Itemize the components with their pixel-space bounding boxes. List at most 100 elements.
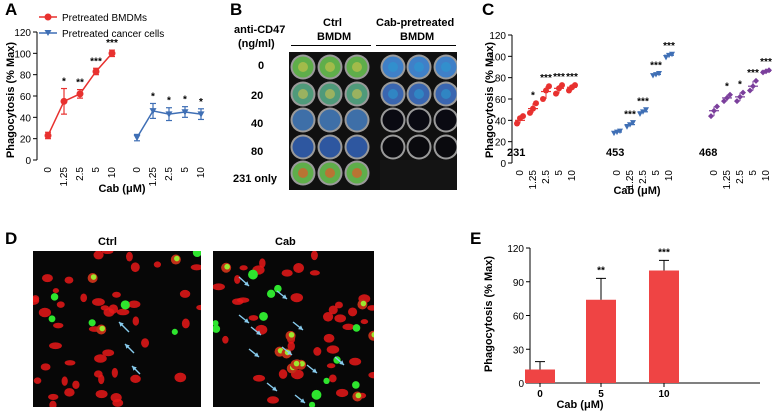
red-cell bbox=[49, 400, 57, 407]
chart-c-point bbox=[737, 93, 743, 100]
red-cell bbox=[367, 305, 374, 311]
engulfed-cancer-cell bbox=[224, 263, 230, 270]
chart-c-x-tick-label: 5 bbox=[554, 170, 565, 176]
chart-a-y-tick-label: 0 bbox=[25, 156, 31, 167]
red-cell bbox=[196, 304, 201, 311]
green-cell bbox=[120, 300, 130, 310]
chart-c-point bbox=[624, 124, 630, 130]
micrograph-title-cab: Cab bbox=[275, 236, 296, 248]
red-cell bbox=[323, 333, 335, 343]
chart-a-x-tick-label: 2.5 bbox=[164, 167, 175, 181]
engulfed-cancer-cell bbox=[299, 360, 305, 367]
chart-c-sig-label: *** bbox=[650, 60, 662, 71]
engulfed-cancer-cell bbox=[90, 274, 97, 280]
green-cell bbox=[50, 293, 59, 301]
red-cell bbox=[293, 263, 304, 273]
red-cell bbox=[64, 388, 75, 397]
green-cell bbox=[88, 319, 96, 327]
chart-c-point bbox=[656, 71, 662, 77]
chart-a-point bbox=[197, 111, 205, 118]
red-cell bbox=[232, 298, 244, 305]
chart-a-x-tick-label: 1.25 bbox=[148, 167, 159, 187]
arrow-head bbox=[119, 322, 124, 327]
well bbox=[382, 136, 404, 158]
chart-c-point bbox=[533, 100, 539, 107]
arrow-head bbox=[298, 325, 303, 330]
red-cell bbox=[93, 251, 104, 260]
well bbox=[292, 136, 314, 158]
panel-letter-d: D bbox=[5, 229, 18, 248]
well-signal bbox=[352, 89, 362, 99]
chart-c-x-tick-label: 10 bbox=[664, 170, 675, 182]
col-header-cab: Cab-pretreated bbox=[376, 17, 455, 29]
red-cell bbox=[111, 367, 118, 378]
chart-c-point bbox=[543, 87, 549, 94]
chart-a-sig-label: * bbox=[151, 91, 155, 102]
red-cell bbox=[132, 316, 140, 326]
chart-c-y-tick-label: 20 bbox=[495, 138, 507, 149]
chart-e-bar bbox=[525, 369, 555, 383]
chart-c-point bbox=[546, 83, 552, 90]
well-signal bbox=[298, 89, 308, 99]
chart-a-sig-label: * bbox=[183, 95, 187, 106]
chart-c-sig-label: *** bbox=[566, 72, 578, 83]
red-cell bbox=[40, 363, 51, 371]
red-cell bbox=[349, 357, 362, 366]
red-cell bbox=[213, 283, 225, 291]
red-cell bbox=[72, 380, 80, 390]
engulfed-cancer-cell bbox=[288, 332, 295, 338]
red-cell bbox=[239, 265, 248, 271]
arrow-head bbox=[244, 281, 249, 286]
red-cell bbox=[103, 308, 115, 317]
well bbox=[408, 109, 430, 131]
red-cell bbox=[95, 389, 108, 399]
red-cell bbox=[281, 269, 293, 277]
red-cell bbox=[179, 289, 191, 298]
chart-e-y-tick-label: 60 bbox=[513, 312, 525, 323]
chart-c-sig-label: *** bbox=[624, 109, 636, 120]
well-signal bbox=[325, 89, 335, 99]
chart-c-x-tick-label: 1.25 bbox=[528, 170, 539, 190]
well-signal bbox=[352, 168, 362, 178]
chart-c-x-tick-label: 0 bbox=[612, 170, 623, 176]
arrow-head bbox=[287, 350, 292, 355]
green-cell bbox=[352, 381, 360, 389]
red-cell bbox=[80, 293, 88, 303]
chart-c-point bbox=[753, 77, 759, 84]
chart-c-x-tick-label: 5 bbox=[748, 170, 759, 176]
chart-c-y-tick-label: 60 bbox=[495, 95, 507, 106]
well bbox=[346, 109, 368, 131]
chart-c-point bbox=[734, 98, 740, 105]
red-cell bbox=[48, 393, 59, 401]
well-signal bbox=[414, 89, 424, 99]
red-cell bbox=[253, 374, 266, 382]
chart-c-sig-label: * bbox=[725, 82, 729, 93]
chart-e-bar bbox=[586, 299, 616, 383]
panel-letter-a: A bbox=[5, 0, 18, 19]
legend-marker-cancer bbox=[44, 30, 52, 36]
chart-c-point bbox=[514, 120, 520, 127]
chart-c-x-tick-label: 5 bbox=[651, 170, 662, 176]
red-cell bbox=[94, 354, 107, 363]
chart-a-sig-label: *** bbox=[106, 38, 118, 49]
engulfed-cancer-cell bbox=[355, 392, 362, 399]
well bbox=[408, 136, 430, 158]
chart-a-x-tick-label: 2.5 bbox=[75, 167, 86, 181]
chart-a-point bbox=[149, 108, 157, 115]
red-cell bbox=[153, 261, 162, 268]
chart-c-point bbox=[708, 113, 714, 120]
red-cell bbox=[328, 305, 338, 315]
col-header-cab-bmdm: BMDM bbox=[400, 31, 435, 43]
red-cell bbox=[110, 392, 122, 403]
chart-c-x-tick-label: 0 bbox=[515, 170, 526, 176]
red-cell bbox=[92, 298, 105, 306]
red-cell bbox=[38, 307, 52, 318]
red-cell bbox=[61, 376, 68, 386]
chart-a-point bbox=[44, 131, 52, 139]
chart-a-xlabel: Cab (μM) bbox=[98, 183, 145, 195]
well-signal bbox=[325, 62, 335, 72]
row-label-231-only: 231 only bbox=[233, 173, 278, 185]
chart-e-x-tick-label: 5 bbox=[598, 389, 604, 400]
